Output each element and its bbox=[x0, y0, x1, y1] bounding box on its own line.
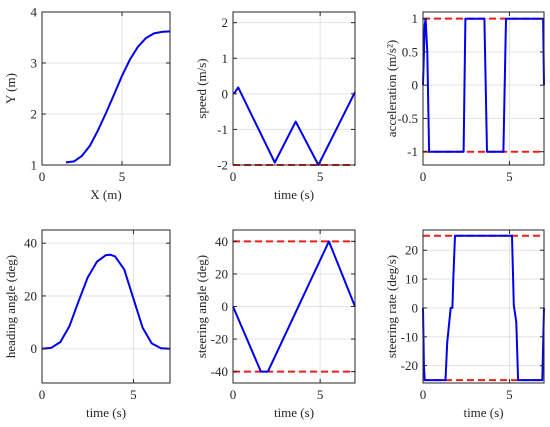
y-axis-label: acceleration (m/s²) bbox=[384, 40, 399, 137]
x-tick-label: 0 bbox=[230, 387, 237, 402]
x-tick-label: 0 bbox=[39, 387, 46, 402]
series-line bbox=[41, 253, 171, 350]
subplot-2: 0 5 -2 -1 0 1 2 time (s) speed (m/s) bbox=[194, 11, 356, 202]
subplot-5: 0 5 -40 -20 0 20 40 time (s) steering angle (deg… bbox=[194, 229, 356, 420]
y-tick-label: 0 bbox=[222, 86, 229, 101]
subplot-3: 0 5 -1 -0.5 0 0.5 1 acceleration (m/s²) bbox=[384, 11, 545, 184]
y-tick-label: -1 bbox=[217, 122, 228, 137]
y-tick-label: 4 bbox=[31, 5, 38, 20]
axes-frame bbox=[422, 229, 545, 384]
plot-area bbox=[233, 12, 355, 165]
y-tick-label: -0.5 bbox=[397, 111, 418, 126]
y-axis-label: speed (m/s) bbox=[194, 58, 209, 118]
y-tick-label: 1 bbox=[222, 51, 229, 66]
y-tick-label: -2 bbox=[217, 158, 228, 173]
y-tick-label: 40 bbox=[24, 236, 37, 251]
y-tick-label: 10 bbox=[405, 272, 418, 287]
x-axis-label: X (m) bbox=[90, 187, 121, 202]
y-tick-label: 2 bbox=[222, 15, 229, 30]
y-tick-label: 0 bbox=[31, 341, 38, 356]
series-line bbox=[65, 30, 171, 164]
y-tick-label: 1 bbox=[412, 11, 419, 26]
x-tick-label: 5 bbox=[130, 387, 137, 402]
y-tick-label: 0 bbox=[222, 299, 229, 314]
y-tick-label: -20 bbox=[401, 358, 418, 373]
x-tick-label: 0 bbox=[420, 387, 427, 402]
series-line bbox=[232, 240, 356, 373]
x-tick-label: 0 bbox=[39, 169, 46, 184]
y-tick-label: 20 bbox=[24, 288, 37, 303]
subplot-4: 0 5 0 20 40 time (s) heading angle (deg) bbox=[3, 229, 171, 420]
y-tick-label: 0 bbox=[412, 78, 419, 93]
subplot-6: 0 5 -20 -10 0 10 20 time (s) steering rate (deg/… bbox=[384, 229, 545, 420]
y-tick-label: 20 bbox=[405, 243, 418, 258]
x-axis-label: time (s) bbox=[274, 405, 314, 420]
y-axis-label: steering angle (deg) bbox=[194, 255, 209, 358]
y-tick-label: -40 bbox=[211, 364, 228, 379]
axes-frame bbox=[41, 11, 171, 166]
x-tick-label: 5 bbox=[506, 387, 513, 402]
axes-frame bbox=[41, 229, 171, 384]
y-tick-label: 0 bbox=[412, 300, 419, 315]
x-axis-label: time (s) bbox=[463, 405, 503, 420]
series-line bbox=[422, 234, 545, 382]
plot-area bbox=[42, 230, 170, 383]
y-tick-label: 0.5 bbox=[402, 44, 418, 59]
y-tick-label: 20 bbox=[215, 266, 228, 281]
x-tick-label: 5 bbox=[119, 169, 126, 184]
plot-area bbox=[423, 12, 544, 165]
x-axis-label: time (s) bbox=[86, 405, 126, 420]
y-tick-label: -10 bbox=[401, 329, 418, 344]
y-axis-label: steering rate (deg/s) bbox=[384, 255, 399, 358]
axes-frame bbox=[422, 11, 545, 166]
x-tick-label: 5 bbox=[317, 169, 324, 184]
x-axis-label: time (s) bbox=[274, 187, 314, 202]
series-line bbox=[233, 86, 356, 166]
x-tick-label: 5 bbox=[317, 387, 324, 402]
y-tick-label: -20 bbox=[211, 332, 228, 347]
x-tick-label: 0 bbox=[230, 169, 237, 184]
plot-area bbox=[423, 230, 544, 383]
y-tick-label: 3 bbox=[31, 56, 38, 71]
y-tick-label: 40 bbox=[215, 234, 228, 249]
x-tick-label: 0 bbox=[420, 169, 427, 184]
y-tick-label: -1 bbox=[407, 144, 418, 159]
y-axis-label: heading angle (deg) bbox=[3, 255, 18, 358]
x-tick-label: 5 bbox=[506, 169, 513, 184]
axes-frame bbox=[232, 11, 356, 166]
y-tick-label: 1 bbox=[31, 158, 38, 173]
subplot-1: 0 5 1 2 3 4 X (m) Y (m) bbox=[3, 5, 171, 202]
y-axis-label: Y (m) bbox=[3, 73, 18, 104]
y-tick-label: 2 bbox=[31, 107, 38, 122]
